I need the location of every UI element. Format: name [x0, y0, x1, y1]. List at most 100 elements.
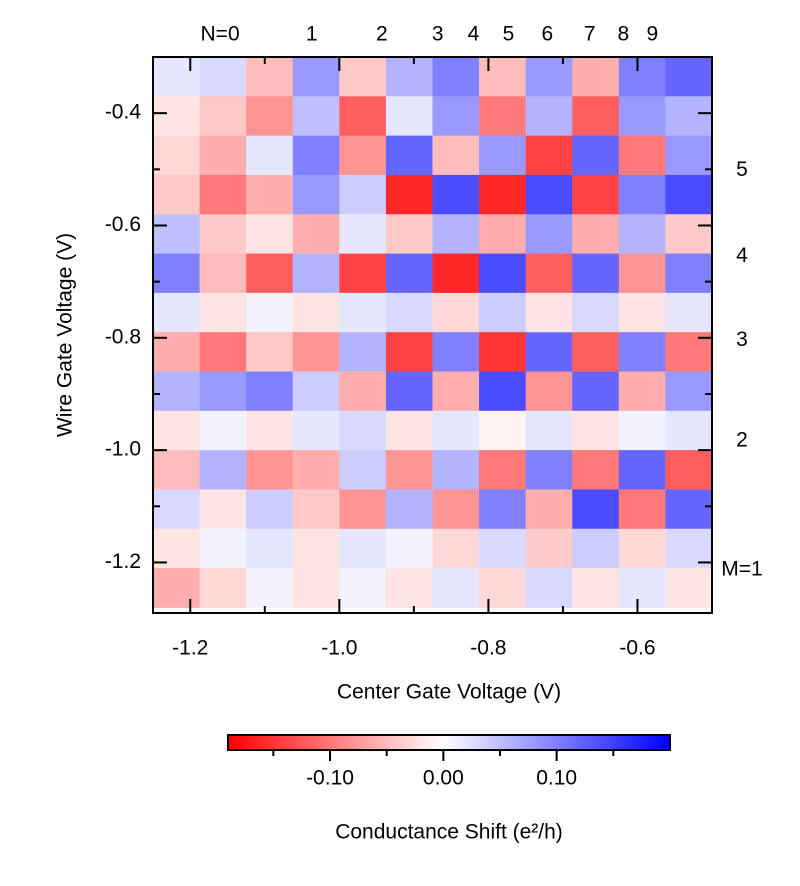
colorbar	[227, 734, 671, 751]
heatmap-cell	[339, 174, 387, 215]
heatmap-cell	[385, 568, 433, 608]
heatmap-cell	[479, 174, 527, 215]
heatmap-cell	[618, 371, 666, 412]
heatmap-cell	[292, 528, 340, 569]
heatmap-cell	[339, 332, 387, 373]
heatmap-cell	[479, 96, 527, 137]
heatmap-cell	[339, 410, 387, 451]
plot-frame	[152, 56, 713, 614]
heatmap-cell	[153, 450, 201, 490]
heatmap-cell	[339, 489, 387, 530]
heatmap-cell	[479, 57, 527, 97]
heatmap-cell	[339, 371, 387, 412]
right-annotation: 3	[736, 328, 748, 351]
heatmap-cell	[292, 489, 340, 530]
heatmap-cell	[246, 568, 294, 608]
heatmap-cell	[432, 410, 480, 451]
heatmap-cell	[385, 371, 433, 412]
heatmap-cell	[292, 371, 340, 412]
heatmap-cell	[432, 450, 480, 490]
heatmap-cell	[479, 450, 527, 490]
heatmap-cell	[665, 214, 713, 255]
heatmap-cell	[385, 410, 433, 451]
heatmap-cell	[246, 528, 294, 569]
heatmap-cell	[665, 332, 713, 373]
heatmap-cell	[479, 332, 527, 373]
heatmap-cell	[525, 135, 573, 176]
heatmap-cell	[665, 410, 713, 451]
heatmap-cell	[618, 214, 666, 255]
heatmap-cell	[618, 292, 666, 333]
heatmap-cell	[525, 332, 573, 373]
colorbar-tick-label: 0.00	[423, 767, 464, 790]
heatmap-cell	[246, 174, 294, 215]
top-annotation: N=0	[201, 23, 240, 46]
heatmap-cell	[199, 450, 247, 490]
heatmap-cell	[246, 135, 294, 176]
right-annotation: M=1	[721, 557, 762, 580]
heatmap-cell	[618, 568, 666, 608]
heatmap-cell	[292, 568, 340, 608]
heatmap-cell	[199, 332, 247, 373]
heatmap-cell	[432, 528, 480, 569]
heatmap-cell	[432, 371, 480, 412]
heatmap-cell	[385, 96, 433, 137]
heatmap-cell	[292, 174, 340, 215]
heatmap-cell	[339, 214, 387, 255]
heatmap-cell	[385, 135, 433, 176]
heatmap-cell	[385, 489, 433, 530]
heatmap-cell	[246, 96, 294, 137]
heatmap-cell	[572, 528, 620, 569]
heatmap-cell	[339, 135, 387, 176]
heatmap-cell	[199, 410, 247, 451]
heatmap-cell	[199, 253, 247, 294]
heatmap-cell	[339, 292, 387, 333]
heatmap-cell	[339, 57, 387, 97]
colorbar-tick-label: 0.10	[536, 767, 577, 790]
heatmap-cell	[199, 371, 247, 412]
heatmap-cell	[665, 489, 713, 530]
heatmap-cell	[618, 135, 666, 176]
heatmap-cell	[199, 528, 247, 569]
heatmap-cell	[153, 57, 201, 97]
heatmap-cell	[479, 371, 527, 412]
heatmap-cell	[199, 135, 247, 176]
heatmap-cell	[525, 253, 573, 294]
heatmap-cell	[153, 489, 201, 530]
heatmap-cell	[153, 371, 201, 412]
heatmap-cell	[479, 528, 527, 569]
heatmap-cell	[292, 96, 340, 137]
heatmap-cell	[292, 410, 340, 451]
heatmap-cell	[572, 410, 620, 451]
heatmap-cell	[385, 57, 433, 97]
heatmap-cell	[153, 174, 201, 215]
top-annotation: 5	[503, 23, 515, 46]
heatmap-cell	[479, 292, 527, 333]
heatmap-cell	[572, 568, 620, 608]
heatmap-cell	[525, 96, 573, 137]
heatmap-cell	[618, 57, 666, 97]
heatmap-cell	[618, 253, 666, 294]
heatmap-cell	[665, 371, 713, 412]
y-tick-label: -0.8	[105, 325, 141, 348]
heatmap-cell	[525, 568, 573, 608]
heatmap-cell	[153, 292, 201, 333]
heatmap-cell	[385, 528, 433, 569]
y-tick-label: -1.0	[105, 438, 141, 461]
heatmap-cell	[525, 174, 573, 215]
heatmap-cell	[572, 489, 620, 530]
colorbar-label: Conductance Shift (e²/h)	[335, 821, 563, 844]
heatmap-cell	[199, 96, 247, 137]
colorbar-tick-label: -0.10	[306, 767, 354, 790]
heatmap-cell	[292, 57, 340, 97]
heatmap-cell	[153, 214, 201, 255]
heatmap-cell	[385, 253, 433, 294]
y-axis-label: Wire Gate Voltage (V)	[54, 233, 77, 437]
heatmap-cell	[665, 57, 713, 97]
heatmap-cell	[479, 135, 527, 176]
heatmap-cell	[572, 450, 620, 490]
heatmap-cell	[292, 450, 340, 490]
heatmap-cell	[199, 489, 247, 530]
heatmap-cell	[292, 332, 340, 373]
heatmap-cell	[432, 489, 480, 530]
